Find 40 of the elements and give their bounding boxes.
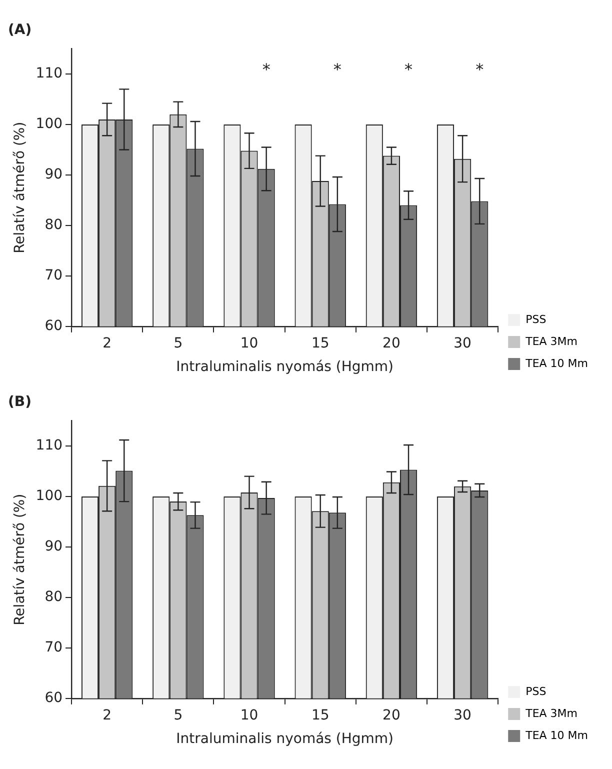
annotation: * — [333, 60, 342, 79]
x-tick-label: 10 — [240, 707, 258, 724]
x-tick-label: 20 — [382, 707, 400, 724]
y-tick-label: 110 — [36, 66, 63, 82]
annotation: * — [262, 60, 270, 79]
y-tick-label: 110 — [36, 438, 63, 454]
annotation: * — [476, 60, 484, 79]
x-tick-label: 2 — [102, 707, 112, 724]
x-tick-label: 10 — [240, 335, 258, 352]
y-tick-label: 100 — [36, 116, 63, 132]
legend-label: TEA 3Mm — [524, 706, 578, 720]
y-tick-label: 90 — [44, 538, 63, 555]
y-axis-title: Relatív átmérő (%) — [12, 122, 28, 254]
annotation: * — [404, 60, 413, 79]
x-tick-label: 15 — [311, 335, 330, 352]
x-tick-label: 20 — [382, 335, 400, 352]
legend-label: PSS — [526, 312, 546, 326]
y-axis-title: Relatív átmérő (%) — [12, 494, 28, 626]
legend-label: TEA 10 Mm — [524, 728, 588, 742]
y-tick-label: 60 — [44, 690, 63, 706]
y-tick-label: 60 — [44, 318, 63, 334]
x-axis-title: Intraluminalis nyomás (Hgmm) — [176, 731, 394, 748]
x-tick-label: 15 — [311, 707, 330, 724]
chart-title: (B) — [8, 394, 32, 410]
x-tick-label: 5 — [174, 707, 183, 724]
y-tick-label: 70 — [44, 640, 63, 656]
x-tick-label: 5 — [174, 335, 183, 352]
y-tick-label: 70 — [44, 268, 63, 284]
chart-title: (A) — [8, 22, 32, 38]
y-tick-label: 100 — [36, 488, 63, 504]
legend-label: PSS — [526, 684, 546, 698]
legend-label: TEA 10 Mm — [524, 356, 588, 370]
x-tick-label: 30 — [454, 335, 472, 352]
y-tick-label: 90 — [44, 166, 63, 183]
legend-label: TEA 3Mm — [524, 334, 578, 348]
y-tick-label: 80 — [44, 217, 63, 234]
x-tick-label: 2 — [102, 335, 112, 352]
x-axis-title: Intraluminalis nyomás (Hgmm) — [176, 359, 394, 376]
y-tick-label: 80 — [44, 589, 63, 606]
x-tick-label: 30 — [454, 707, 472, 724]
